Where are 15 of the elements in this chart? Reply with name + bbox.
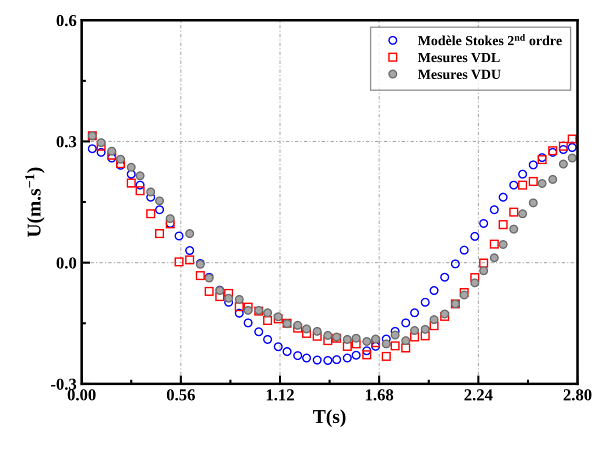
y-tick-label: 0.6 xyxy=(56,14,76,26)
legend-label: Modèle Stokes 2$^{nd}$ ordre xyxy=(418,34,562,46)
x-tick-label: 2.24 xyxy=(464,389,493,401)
x-axis-title: T(s) xyxy=(313,409,346,428)
y-tick-label: -0.3 xyxy=(51,378,76,390)
y-axis-title: U(m.s$^{−1}$) xyxy=(25,168,45,238)
y-tick-label: 0.3 xyxy=(56,136,76,148)
x-tick-label: 2.80 xyxy=(564,389,592,401)
legend-label: Mesures VDL xyxy=(418,52,500,62)
x-tick-label: 0.56 xyxy=(166,389,195,401)
x-tick-label: 0.00 xyxy=(68,389,96,401)
y-tick-label: 0.0 xyxy=(56,257,76,269)
x-tick-label: 1.68 xyxy=(366,389,394,401)
x-tick-label: 1.12 xyxy=(266,389,294,401)
legend-label: Mesures VDU xyxy=(418,70,501,80)
